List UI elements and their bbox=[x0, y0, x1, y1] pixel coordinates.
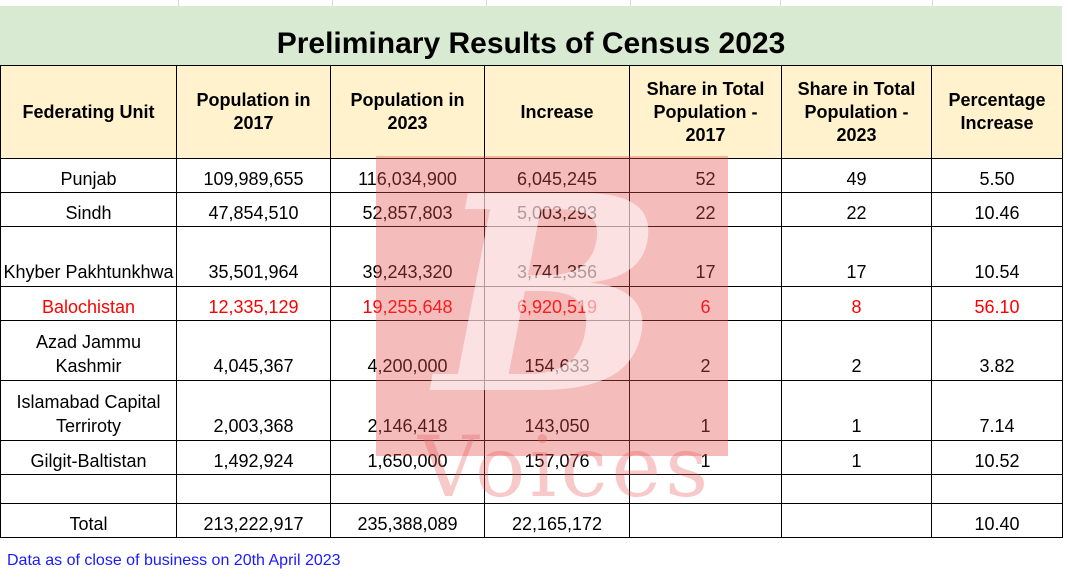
unit-cell: Islamabad Capital Terriroty bbox=[0, 380, 177, 441]
table-row-highlighted: Balochistan 12,335,129 19,255,648 6,920,… bbox=[0, 286, 1063, 321]
pop2023-cell: 116,034,900 bbox=[330, 158, 485, 193]
share2023-cell: 2 bbox=[781, 320, 932, 381]
empty-cell bbox=[0, 474, 177, 504]
empty-cell bbox=[484, 474, 630, 504]
table-row: Sindh 47,854,510 52,857,803 5,003,293 22… bbox=[0, 192, 1063, 227]
unit-cell: Khyber Pakhtunkhwa bbox=[0, 226, 177, 287]
increase-cell: 3,741,356 bbox=[484, 226, 630, 287]
empty-cell bbox=[330, 474, 485, 504]
increase-cell: 6,045,245 bbox=[484, 158, 630, 193]
census-table: Federating Unit Population in 2017 Popul… bbox=[0, 65, 1063, 538]
spreadsheet-grid-top bbox=[0, 0, 1068, 6]
share2017-cell: 1 bbox=[629, 440, 782, 475]
footnote: Data as of close of business on 20th Apr… bbox=[7, 552, 341, 569]
pop2017-cell: 12,335,129 bbox=[176, 286, 331, 321]
increase-cell: 157,076 bbox=[484, 440, 630, 475]
pct-cell: 10.54 bbox=[931, 226, 1063, 287]
share2023-cell: 17 bbox=[781, 226, 932, 287]
pct-cell: 3.82 bbox=[931, 320, 1063, 381]
pop2023-cell: 1,650,000 bbox=[330, 440, 485, 475]
increase-cell: 5,003,293 bbox=[484, 192, 630, 227]
pop2023-cell: 4,200,000 bbox=[330, 320, 485, 381]
total-label: Total bbox=[0, 503, 177, 538]
pct-cell: 7.14 bbox=[931, 380, 1063, 441]
increase-cell: 143,050 bbox=[484, 380, 630, 441]
pop2017-cell: 4,045,367 bbox=[176, 320, 331, 381]
share2017-cell: 2 bbox=[629, 320, 782, 381]
header-cell: Share in Total Population - 2017 bbox=[629, 65, 782, 159]
share2023-cell: 49 bbox=[781, 158, 932, 193]
table-row: Punjab 109,989,655 116,034,900 6,045,245… bbox=[0, 158, 1063, 193]
pct-cell: 56.10 bbox=[931, 286, 1063, 321]
header-cell: Increase bbox=[484, 65, 630, 159]
total-row: Total 213,222,917 235,388,089 22,165,172… bbox=[0, 503, 1063, 538]
header-cell: Population in 2023 bbox=[330, 65, 485, 159]
share2017-cell: 17 bbox=[629, 226, 782, 287]
table-row: Khyber Pakhtunkhwa 35,501,964 39,243,320… bbox=[0, 226, 1063, 287]
empty-cell bbox=[781, 474, 932, 504]
pop2023-cell: 52,857,803 bbox=[330, 192, 485, 227]
empty-cell bbox=[931, 474, 1063, 504]
share2017-cell: 52 bbox=[629, 158, 782, 193]
total-share2023 bbox=[781, 503, 932, 538]
pop2023-cell: 2,146,418 bbox=[330, 380, 485, 441]
share2017-cell: 6 bbox=[629, 286, 782, 321]
table-row: Azad Jammu Kashmir 4,045,367 4,200,000 1… bbox=[0, 320, 1063, 381]
pop2023-cell: 39,243,320 bbox=[330, 226, 485, 287]
total-pop2023: 235,388,089 bbox=[330, 503, 485, 538]
total-pct: 10.40 bbox=[931, 503, 1063, 538]
pct-cell: 10.46 bbox=[931, 192, 1063, 227]
title-banner: Preliminary Results of Census 2023 bbox=[0, 6, 1062, 65]
unit-cell: Azad Jammu Kashmir bbox=[0, 320, 177, 381]
total-increase: 22,165,172 bbox=[484, 503, 630, 538]
pop2017-cell: 109,989,655 bbox=[176, 158, 331, 193]
pop2017-cell: 1,492,924 bbox=[176, 440, 331, 475]
total-share2017 bbox=[629, 503, 782, 538]
pop2017-cell: 47,854,510 bbox=[176, 192, 331, 227]
unit-cell: Gilgit-Baltistan bbox=[0, 440, 177, 475]
header-cell: Federating Unit bbox=[0, 65, 177, 159]
empty-row bbox=[0, 474, 1063, 504]
increase-cell: 6,920,519 bbox=[484, 286, 630, 321]
unit-cell: Balochistan bbox=[0, 286, 177, 321]
pop2017-cell: 2,003,368 bbox=[176, 380, 331, 441]
table-row: Gilgit-Baltistan 1,492,924 1,650,000 157… bbox=[0, 440, 1063, 475]
increase-cell: 154,633 bbox=[484, 320, 630, 381]
share2023-cell: 1 bbox=[781, 380, 932, 441]
pop2017-cell: 35,501,964 bbox=[176, 226, 331, 287]
header-cell: Population in 2017 bbox=[176, 65, 331, 159]
table-row: Islamabad Capital Terriroty 2,003,368 2,… bbox=[0, 380, 1063, 441]
pop2023-cell: 19,255,648 bbox=[330, 286, 485, 321]
share2023-cell: 22 bbox=[781, 192, 932, 227]
share2017-cell: 22 bbox=[629, 192, 782, 227]
total-pop2017: 213,222,917 bbox=[176, 503, 331, 538]
share2017-cell: 1 bbox=[629, 380, 782, 441]
page-title: Preliminary Results of Census 2023 bbox=[276, 26, 786, 60]
pct-cell: 10.52 bbox=[931, 440, 1063, 475]
share2023-cell: 1 bbox=[781, 440, 932, 475]
pct-cell: 5.50 bbox=[931, 158, 1063, 193]
header-cell: Share in Total Population - 2023 bbox=[781, 65, 932, 159]
unit-cell: Sindh bbox=[0, 192, 177, 227]
header-cell: Percentage Increase bbox=[931, 65, 1063, 159]
unit-cell: Punjab bbox=[0, 158, 177, 193]
share2023-cell: 8 bbox=[781, 286, 932, 321]
header-row: Federating Unit Population in 2017 Popul… bbox=[0, 65, 1063, 159]
empty-cell bbox=[176, 474, 331, 504]
empty-cell bbox=[629, 474, 782, 504]
